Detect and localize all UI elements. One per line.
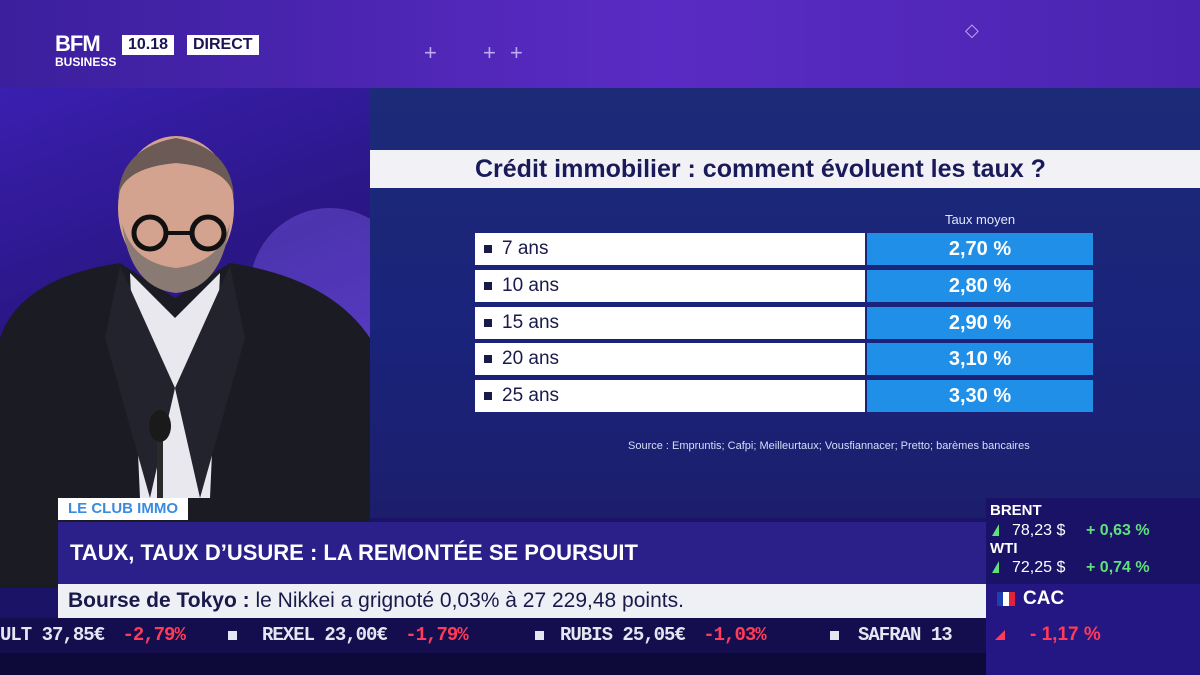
ticker-item: SAFRAN 13 [858, 618, 953, 653]
cac-box [986, 584, 1200, 675]
rate-term: 10 ans [502, 275, 560, 296]
ticker-item: ULT 37,85€ -2,79% [0, 618, 186, 653]
french-flag-icon [997, 592, 1015, 606]
ticker-change: -2,79% [122, 624, 185, 646]
market-name: WTI [990, 540, 1018, 557]
stock-ticker: ULT 37,85€ -2,79% REXEL 23,00€ -1,79% RU… [0, 618, 986, 653]
sparkle-icon: + [483, 40, 496, 65]
graphic-title: Crédit immobilier : comment évoluent les… [370, 150, 1200, 188]
rate-label-cell: 10 ans [475, 270, 865, 302]
rate-label-cell: 25 ans [475, 380, 865, 412]
rate-value: 2,90 % [867, 307, 1093, 339]
rate-term: 7 ans [502, 238, 549, 259]
clock: 10.18 [122, 35, 175, 55]
ticker-name: RUBIS [560, 624, 613, 646]
ticker-item: RUBIS 25,05€ -1,03% [560, 618, 767, 653]
rate-term: 15 ans [502, 312, 560, 333]
rate-value: 3,30 % [867, 380, 1093, 412]
ticker-change: -1,79% [405, 624, 468, 646]
ticker-item: REXEL 23,00€ -1,79% [262, 618, 469, 653]
up-arrow-icon [992, 561, 999, 573]
source-note: Source : Empruntis; Cafpi; Meilleurtaux;… [628, 440, 1030, 452]
rate-row: 25 ans 3,30 % [475, 380, 1093, 412]
market-name: CAC [1023, 588, 1065, 609]
market-name: BRENT [990, 502, 1042, 519]
market-change: + 0,63 % [1086, 522, 1150, 539]
logo-line1: BFM [55, 31, 101, 56]
presenter-image [0, 136, 370, 588]
market-change: + 0,74 % [1086, 559, 1150, 576]
market-change: - 1,17 % [1030, 624, 1101, 645]
ticker-price: 23,00€ [324, 624, 387, 646]
live-badge: DIRECT [187, 35, 259, 55]
channel-header: BFM BUSINESS 10.18 DIRECT + + + ◇ [0, 0, 1200, 88]
up-arrow-icon [992, 524, 999, 536]
ticker-price: 25,05€ [622, 624, 685, 646]
down-arrow-icon [995, 630, 1005, 640]
rate-label-cell: 7 ans [475, 233, 865, 265]
rate-value: 2,80 % [867, 270, 1093, 302]
logo-line2: BUSINESS [55, 55, 117, 69]
ticker-price: 37,85€ [41, 624, 105, 646]
rate-row: 10 ans 2,80 % [475, 270, 1093, 302]
ticker-name: REXEL [262, 624, 315, 646]
sparkle-icon: + [424, 40, 437, 65]
crawl-topic: Bourse de Tokyo : [68, 589, 250, 612]
ticker-separator [228, 631, 237, 640]
crawl-text: le Nikkei a grignoté 0,03% à 27 229,48 p… [249, 589, 684, 612]
ticker-change: -1,03% [703, 624, 766, 646]
ticker-separator [830, 631, 839, 640]
program-tag: LE CLUB IMMO [58, 498, 188, 520]
rate-value: 3,10 % [867, 343, 1093, 375]
ticker-separator [535, 631, 544, 640]
channel-logo: BFM BUSINESS [55, 31, 119, 69]
rate-label-cell: 20 ans [475, 343, 865, 375]
rate-label-cell: 15 ans [475, 307, 865, 339]
column-header: Taux moyen [944, 212, 1016, 227]
sparkle-icon: + [510, 40, 523, 65]
ticker-name: SAFRAN [858, 624, 921, 646]
diamond-icon: ◇ [965, 20, 979, 40]
ticker-price: 13 [930, 624, 953, 646]
rate-row: 15 ans 2,90 % [475, 307, 1093, 339]
headline: TAUX, TAUX D’USURE : LA REMONTÉE SE POUR… [58, 522, 986, 584]
bottom-strip [0, 653, 986, 675]
rate-row: 7 ans 2,70 % [475, 233, 1093, 265]
rate-term: 20 ans [502, 348, 560, 369]
news-crawl-line: Bourse de Tokyo : le Nikkei a grignoté 0… [58, 584, 986, 618]
ticker-name: ULT [0, 624, 32, 646]
rate-value: 2,70 % [867, 233, 1093, 265]
rate-term: 25 ans [502, 385, 560, 406]
rate-row: 20 ans 3,10 % [475, 343, 1093, 375]
market-price: 78,23 $ [1012, 522, 1066, 539]
market-price: 72,25 $ [1012, 559, 1066, 576]
